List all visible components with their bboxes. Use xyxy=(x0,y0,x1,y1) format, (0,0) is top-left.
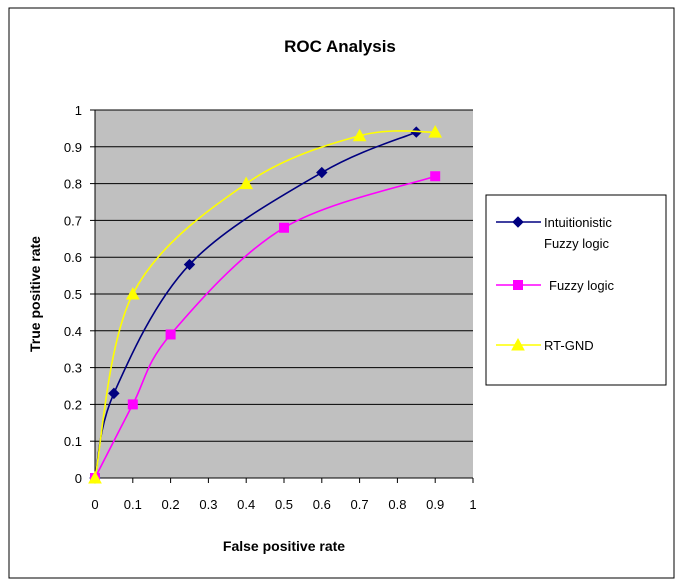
x-tick-label: 0.5 xyxy=(275,497,293,512)
legend-marker xyxy=(511,337,525,351)
x-tick-label: 1 xyxy=(469,497,476,512)
y-tick-label: 0.7 xyxy=(64,213,82,228)
data-point xyxy=(183,258,196,271)
y-tick-label: 0 xyxy=(75,471,82,486)
y-axis-label: True positive rate xyxy=(27,236,43,352)
x-tick-label: 0.6 xyxy=(313,497,331,512)
y-tick-label: 0.1 xyxy=(64,434,82,449)
legend-label: Fuzzy logic xyxy=(549,278,615,293)
y-tick-label: 0.6 xyxy=(64,250,82,265)
legend-label: Fuzzy logic xyxy=(544,236,610,251)
legend-label: Intuitionistic xyxy=(544,215,612,230)
x-tick-label: 0.7 xyxy=(351,497,369,512)
x-tick-label: 0.4 xyxy=(237,497,255,512)
series-3 xyxy=(88,125,443,484)
x-tick-label: 0.2 xyxy=(162,497,180,512)
legend-entry-1: Intuitionistic Fuzzy logic xyxy=(496,215,612,251)
x-tick-label: 0.9 xyxy=(426,497,444,512)
legend-marker xyxy=(513,280,523,290)
data-point xyxy=(239,176,254,190)
y-tick-label: 0.9 xyxy=(64,140,82,155)
data-point xyxy=(127,399,138,410)
legend-label: RT-GND xyxy=(544,338,594,353)
data-point xyxy=(279,222,289,233)
data-point xyxy=(125,286,140,300)
x-axis-label: False positive rate xyxy=(223,538,345,554)
series-line xyxy=(94,130,436,479)
series-layer xyxy=(88,125,443,484)
x-tick-label: 0.3 xyxy=(199,497,217,512)
data-point xyxy=(316,166,328,179)
y-tick-label: 0.8 xyxy=(64,177,82,192)
chart-title: ROC Analysis xyxy=(284,37,396,56)
x-tick-label: 0 xyxy=(91,497,98,512)
data-point xyxy=(108,387,120,400)
legend-marker xyxy=(512,216,524,228)
y-tick-label: 0.5 xyxy=(64,287,82,302)
x-tick-label: 0.8 xyxy=(388,497,406,512)
data-point xyxy=(352,128,367,142)
data-point xyxy=(428,125,443,138)
data-point xyxy=(88,470,102,484)
series-line xyxy=(94,175,436,479)
y-tick-label: 0.4 xyxy=(64,324,82,339)
legend-entry-2: Fuzzy logic xyxy=(496,278,615,293)
legend-entry-3: RT-GND xyxy=(496,337,594,353)
legend: Intuitionistic Fuzzy logic Fuzzy logic RT-G… xyxy=(496,215,615,353)
y-axis-ticks: 0 0.1 0.2 0.3 0.4 0.5 0.6 0.7 0.8 0.9 1 xyxy=(64,103,95,486)
y-tick-label: 1 xyxy=(75,103,82,118)
data-point xyxy=(430,171,441,182)
y-tick-label: 0.3 xyxy=(64,361,82,376)
y-tick-label: 0.2 xyxy=(64,397,82,412)
data-point xyxy=(165,329,176,340)
x-axis-ticks: 0 0.1 0.2 0.3 0.4 0.5 0.6 0.7 0.8 0.9 1 xyxy=(91,478,477,512)
x-tick-label: 0.1 xyxy=(124,497,142,512)
